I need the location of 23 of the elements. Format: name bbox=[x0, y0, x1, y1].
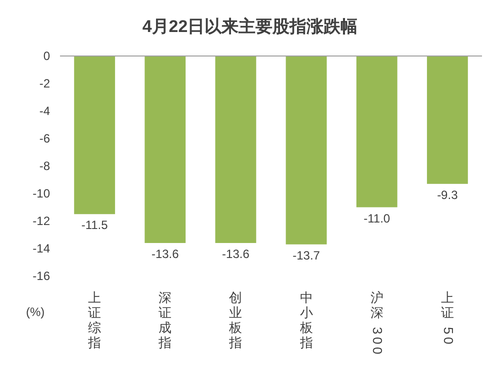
x-tick-label: 上证50 bbox=[440, 290, 456, 344]
chart-title: 4月22日以来主要股指涨跌幅 bbox=[142, 17, 358, 36]
y-tick-label: -2 bbox=[39, 76, 50, 90]
data-label: -13.6 bbox=[151, 247, 180, 261]
y-tick-label: -16 bbox=[32, 268, 50, 283]
x-tick-label: 中小板指 bbox=[298, 290, 313, 350]
y-tick-label: -6 bbox=[39, 131, 50, 146]
x-tick-label: 深证成指 bbox=[158, 290, 172, 350]
data-label: -9.3 bbox=[437, 188, 458, 202]
y-tick-label: -4 bbox=[39, 104, 50, 118]
y-tick-label: -14 bbox=[32, 241, 50, 256]
data-label: -13.7 bbox=[292, 248, 320, 262]
x-tick-label: 创业板指 bbox=[228, 290, 242, 350]
y-tick-label: -10 bbox=[32, 186, 50, 200]
y-axis-title: (%) bbox=[26, 305, 45, 319]
data-label: -13.6 bbox=[222, 247, 250, 261]
y-tick-label: 0 bbox=[43, 48, 50, 63]
y-tick-label: -8 bbox=[39, 158, 50, 173]
x-tick-label: 沪深300 bbox=[370, 290, 386, 354]
data-label: -11.5 bbox=[81, 218, 108, 232]
y-tick-label: -12 bbox=[32, 214, 50, 228]
x-tick-label: 上证综指 bbox=[87, 290, 102, 350]
data-label: -11.0 bbox=[364, 211, 390, 226]
